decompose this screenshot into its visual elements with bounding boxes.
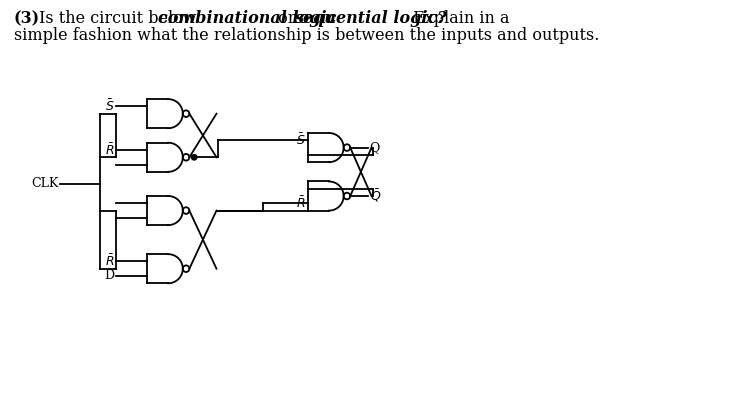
Text: CLK: CLK [30, 177, 58, 190]
Text: (3): (3) [13, 10, 39, 27]
Text: or: or [273, 10, 301, 27]
Text: $\bar{R}$: $\bar{R}$ [105, 254, 114, 269]
Text: $\bar{R}$: $\bar{R}$ [296, 195, 305, 211]
Text: Is the circuit below: Is the circuit below [39, 10, 202, 27]
Text: Q: Q [370, 141, 380, 154]
Text: $\bar{Q}$: $\bar{Q}$ [370, 188, 381, 204]
Text: sequential logic?: sequential logic? [294, 10, 446, 27]
Text: $\bar{S}$: $\bar{S}$ [105, 98, 114, 114]
Text: D: D [104, 269, 114, 282]
Text: $\bar{S}$: $\bar{S}$ [296, 132, 305, 148]
Text: $\bar{R}$: $\bar{R}$ [105, 142, 114, 158]
Text: Explain in a: Explain in a [408, 10, 510, 27]
Text: simple fashion what the relationship is between the inputs and outputs.: simple fashion what the relationship is … [13, 28, 599, 45]
Circle shape [191, 154, 197, 160]
Text: combinational logic: combinational logic [158, 10, 336, 27]
